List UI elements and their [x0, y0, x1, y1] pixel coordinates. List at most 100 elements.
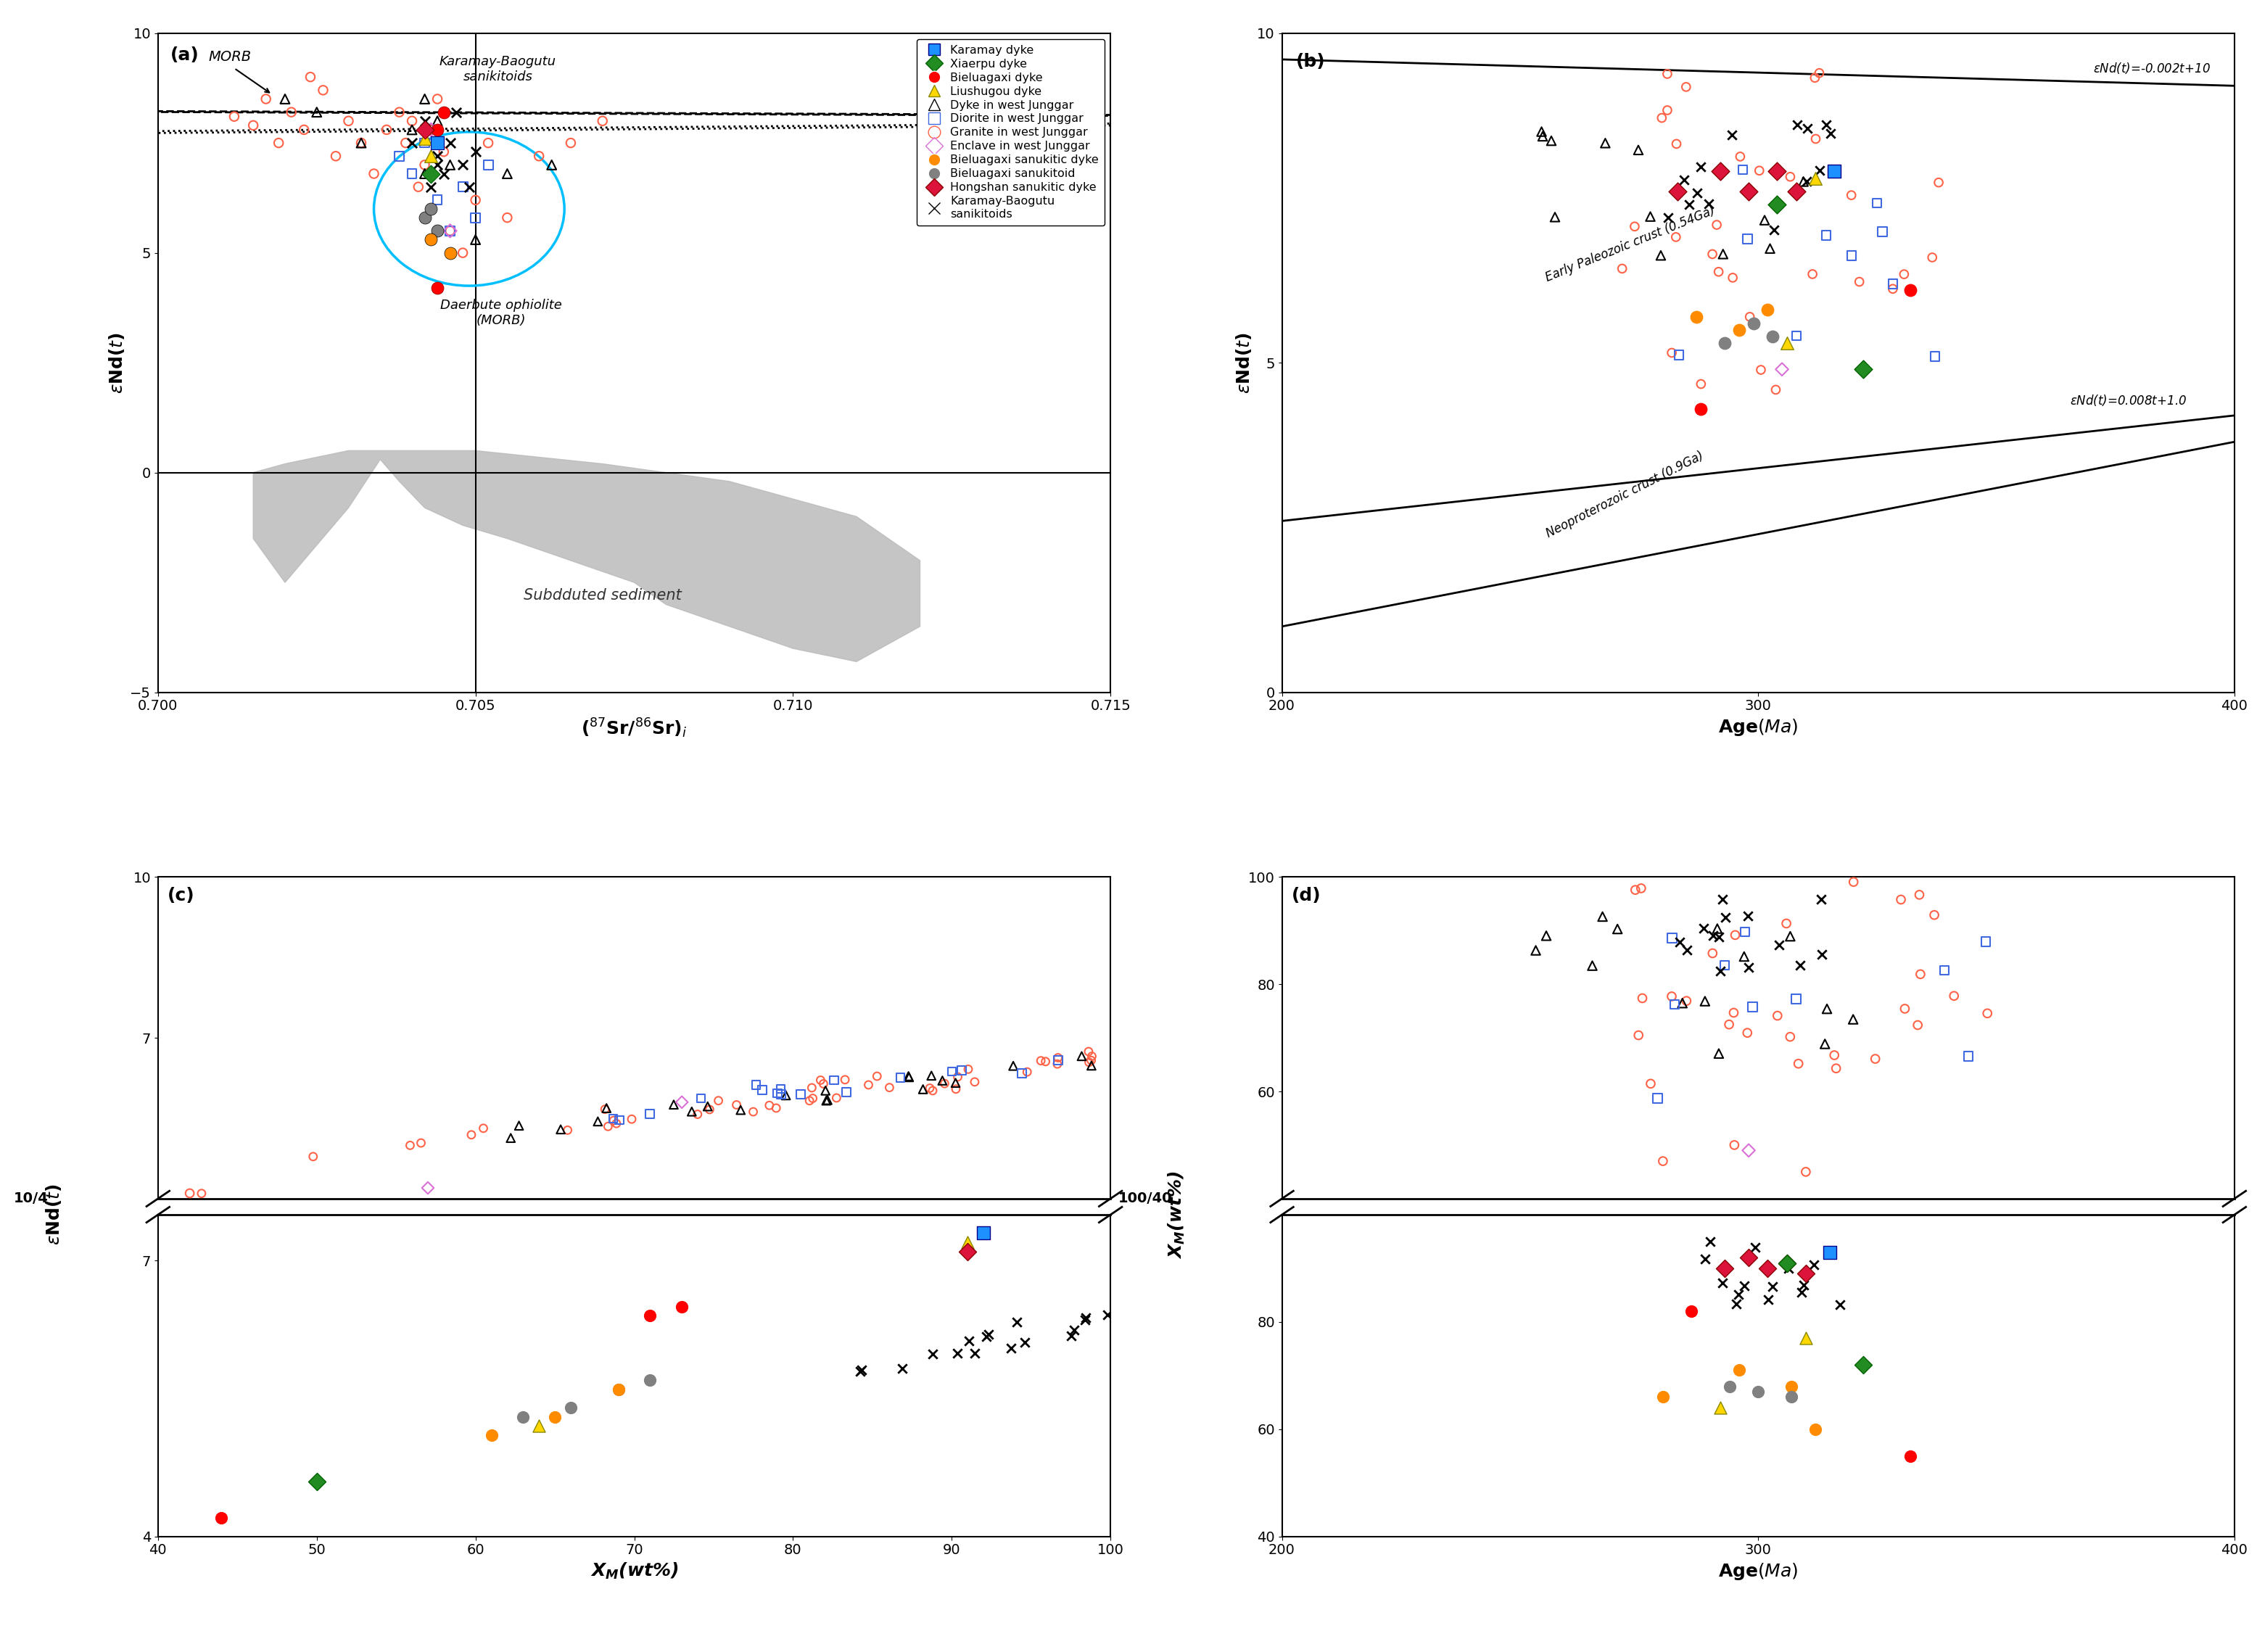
Point — [587, 1097, 623, 1123]
Point — [1009, 1059, 1045, 1085]
Point — [657, 1092, 693, 1118]
Point — [718, 1092, 754, 1118]
Point — [1751, 1287, 1788, 1313]
Point — [1670, 192, 1706, 218]
Point — [957, 1069, 993, 1095]
Point — [1903, 961, 1939, 988]
Point — [1821, 1292, 1858, 1318]
Point — [738, 1072, 774, 1099]
Point — [1584, 904, 1621, 930]
Point — [1797, 1251, 1833, 1277]
Point — [1702, 159, 1738, 185]
Point — [596, 1107, 632, 1133]
Point — [1650, 97, 1686, 124]
Point — [1654, 925, 1690, 952]
X-axis label: Age$\it{(Ma)}$: Age$\it{(Ma)}$ — [1718, 717, 1799, 737]
Point — [1812, 121, 1848, 147]
Point — [684, 1085, 720, 1112]
Point — [521, 1412, 557, 1439]
Point — [404, 1130, 440, 1156]
Point — [1731, 953, 1767, 980]
Point — [1684, 154, 1720, 180]
Point — [1760, 1003, 1797, 1029]
Point — [1756, 216, 1792, 243]
Point — [957, 1340, 993, 1366]
Point — [993, 1335, 1029, 1361]
Point — [1968, 928, 2004, 955]
Point — [803, 1067, 840, 1094]
Point — [427, 139, 463, 165]
Point — [203, 1505, 239, 1531]
Text: (a): (a) — [172, 46, 199, 64]
Point — [1528, 922, 1564, 948]
Point — [1659, 223, 1695, 249]
Point — [298, 99, 334, 126]
Point — [490, 160, 526, 187]
Point — [808, 1087, 844, 1113]
Point — [806, 1070, 842, 1097]
Point — [458, 187, 494, 213]
Point — [451, 173, 488, 200]
Point — [1970, 999, 2006, 1026]
Point — [1713, 122, 1749, 149]
Point — [420, 107, 456, 134]
Point — [632, 1366, 668, 1393]
Point — [1731, 304, 1767, 330]
Point — [1668, 988, 1704, 1014]
Point — [1686, 915, 1722, 942]
Point — [600, 1107, 636, 1133]
Point — [1672, 1298, 1709, 1325]
Point — [1817, 159, 1853, 185]
Text: Early Paleozoic crust (0.54Ga): Early Paleozoic crust (0.54Ga) — [1544, 203, 1718, 284]
Point — [819, 1085, 855, 1112]
Point — [548, 1117, 585, 1143]
Point — [892, 1062, 928, 1089]
Point — [1654, 983, 1690, 1009]
Y-axis label: $\varepsilon$Nd($t$): $\varepsilon$Nd($t$) — [106, 332, 126, 393]
Point — [330, 107, 366, 134]
Point — [1758, 377, 1794, 403]
Point — [1769, 330, 1806, 357]
Text: Daerbute ophiolite
(MORB): Daerbute ophiolite (MORB) — [440, 299, 562, 327]
Point — [783, 1080, 819, 1107]
Point — [826, 1067, 862, 1094]
Point — [1702, 1394, 1738, 1421]
Point — [1605, 256, 1641, 282]
Point — [580, 1108, 616, 1135]
Polygon shape — [253, 451, 921, 661]
Point — [664, 1294, 700, 1320]
Point — [465, 1115, 501, 1142]
Point — [1659, 178, 1695, 205]
Point — [1817, 1042, 1853, 1069]
Point — [235, 112, 271, 139]
Point — [1781, 952, 1817, 978]
Point — [600, 1376, 636, 1403]
Point — [1537, 203, 1573, 230]
Point — [1887, 996, 1923, 1023]
Point — [420, 86, 456, 112]
Point — [469, 152, 506, 178]
Point — [458, 226, 494, 253]
Point — [1914, 244, 1950, 271]
Point — [1736, 311, 1772, 337]
Point — [939, 1340, 975, 1366]
Point — [1650, 61, 1686, 88]
Point — [1767, 910, 1803, 937]
Legend: Karamay dyke, Xiaerpu dyke, Bieluagaxi dyke, Liushugou dyke, Dyke in west Jungga: Karamay dyke, Xiaerpu dyke, Bieluagaxi d… — [916, 40, 1104, 225]
Point — [758, 1095, 794, 1122]
Point — [395, 131, 431, 157]
Text: Neoproterozoic crust (0.9Ga): Neoproterozoic crust (0.9Ga) — [1544, 449, 1706, 540]
Point — [413, 117, 449, 144]
Point — [1808, 996, 1844, 1023]
Point — [1659, 131, 1695, 157]
Point — [810, 1087, 846, 1113]
Point — [1684, 395, 1720, 421]
Point — [1894, 278, 1930, 304]
Point — [632, 1100, 668, 1127]
Point — [794, 1074, 831, 1100]
Point — [1722, 317, 1758, 344]
Point — [406, 160, 442, 187]
Point — [431, 152, 467, 178]
Point — [420, 218, 456, 244]
Point — [1749, 297, 1785, 324]
